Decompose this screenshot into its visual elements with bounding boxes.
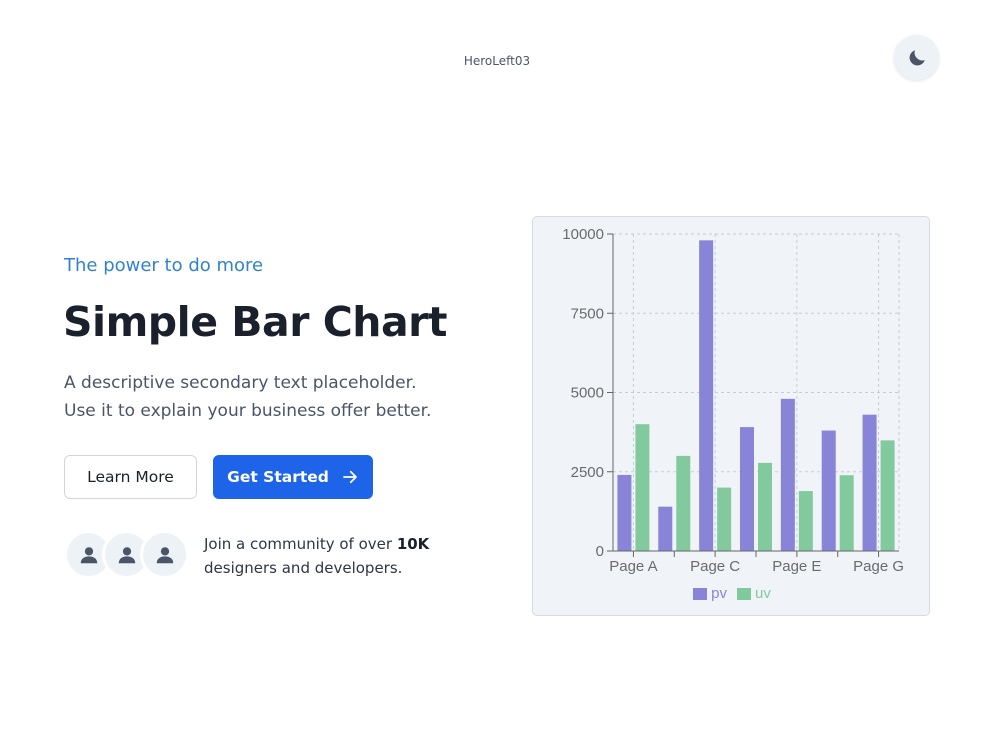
x-tick-label-4: Page E <box>772 558 821 575</box>
community-line-1: Join a community of over 10K <box>204 532 504 556</box>
y-tick-label-3: 7500 <box>571 305 604 322</box>
bar-uv-0 <box>635 424 650 551</box>
y-tick-label-1: 2500 <box>571 464 604 481</box>
get-started-label: Get Started <box>227 468 329 486</box>
avatar <box>140 530 189 579</box>
y-tick-label-4: 10000 <box>562 226 604 243</box>
legend-label-pv: pv <box>711 585 727 602</box>
x-tick-label-2: Page C <box>690 558 740 575</box>
user-icon <box>78 544 100 566</box>
learn-more-button[interactable]: Learn More <box>64 455 197 499</box>
hero-description-line-1: A descriptive secondary text placeholder… <box>64 373 417 393</box>
bar-pv-1 <box>658 506 673 551</box>
moon-icon <box>906 47 928 69</box>
x-tick-label-0: Page A <box>609 558 657 575</box>
bar-pv-6 <box>862 414 877 551</box>
bar-uv-2 <box>717 487 732 551</box>
theme-toggle-button[interactable] <box>894 35 939 80</box>
legend-item-pv[interactable]: pv <box>693 585 727 602</box>
user-icon <box>116 544 138 566</box>
legend-swatch-pv <box>693 587 708 600</box>
community-prefix: Join a community of over <box>204 535 397 553</box>
user-icon <box>154 544 176 566</box>
learn-more-label: Learn More <box>87 468 174 486</box>
arrow-right-icon <box>341 468 359 486</box>
bar-chart: 0 2500 5000 7500 10000 Page A Page C Page E Page… <box>562 226 904 575</box>
page-title: HeroLeft03 <box>463 54 531 68</box>
community-count: 10K <box>396 535 430 553</box>
bar-uv-1 <box>676 455 691 551</box>
bar-pv-3 <box>740 427 754 551</box>
community-text: Join a community of over 10K designers a… <box>204 532 504 580</box>
hero-headline: Simple Bar Chart <box>63 298 447 346</box>
hero-description-line-2: Use it to explain your business offer be… <box>64 401 432 421</box>
bar-uv-3 <box>758 462 772 551</box>
y-tick-label-2: 5000 <box>571 385 604 402</box>
community-line-2: designers and developers. <box>204 559 403 577</box>
y-tick-label-0: 0 <box>596 543 604 560</box>
chart-legend: pv uv <box>533 585 931 602</box>
bar-pv-0 <box>617 474 632 551</box>
legend-item-uv[interactable]: uv <box>737 585 771 602</box>
x-tick-label-6: Page G <box>853 558 904 575</box>
hero-eyebrow: The power to do more <box>64 255 264 276</box>
bar-uv-6 <box>880 440 895 551</box>
legend-label-uv: uv <box>755 585 771 602</box>
bar-uv-4 <box>798 491 813 551</box>
hero-description: A descriptive secondary text placeholder… <box>64 369 484 425</box>
bar-uv-5 <box>839 475 854 551</box>
get-started-button[interactable]: Get Started <box>213 455 373 499</box>
bar-pv-5 <box>821 430 836 551</box>
bar-pv-2 <box>699 240 714 551</box>
bar-pv-4 <box>780 398 795 551</box>
community-avatars <box>64 530 194 580</box>
legend-swatch-uv <box>737 587 751 600</box>
bar-chart-card: 0 2500 5000 7500 10000 Page A Page C Page E Page… <box>532 216 930 616</box>
